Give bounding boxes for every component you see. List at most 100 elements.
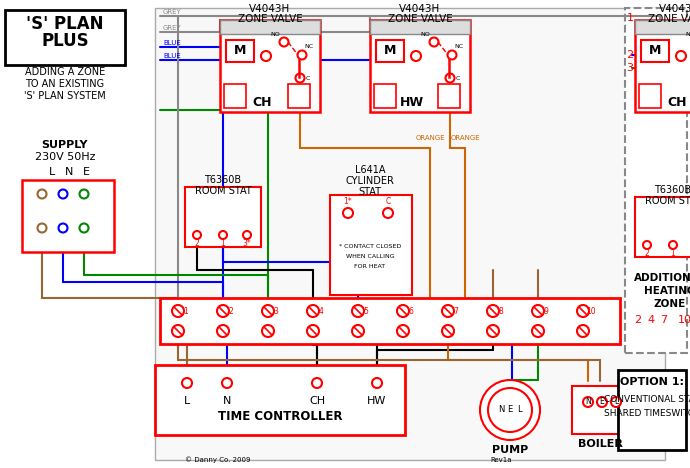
Text: ZONE VALVE: ZONE VALVE xyxy=(388,14,453,24)
Circle shape xyxy=(279,37,288,46)
Bar xyxy=(370,20,470,112)
Text: BOILER: BOILER xyxy=(578,439,622,449)
Circle shape xyxy=(372,378,382,388)
Text: ZONE: ZONE xyxy=(654,299,686,309)
Bar xyxy=(226,40,254,62)
Circle shape xyxy=(442,325,454,337)
Text: ROOM STAT: ROOM STAT xyxy=(644,196,690,206)
Text: 1: 1 xyxy=(184,307,188,315)
Text: NO: NO xyxy=(420,31,430,37)
Circle shape xyxy=(488,388,532,432)
Bar xyxy=(635,20,690,112)
Circle shape xyxy=(487,325,499,337)
Text: ORANGE: ORANGE xyxy=(415,135,445,141)
Text: STAT: STAT xyxy=(359,187,382,197)
Circle shape xyxy=(307,325,319,337)
Circle shape xyxy=(172,325,184,337)
Text: PUMP: PUMP xyxy=(492,445,528,455)
Text: CH: CH xyxy=(667,96,687,110)
Text: 'S' PLAN SYSTEM: 'S' PLAN SYSTEM xyxy=(24,91,106,101)
Circle shape xyxy=(583,397,593,407)
Bar xyxy=(374,84,396,108)
Text: 2: 2 xyxy=(627,50,633,60)
Text: N: N xyxy=(497,405,504,415)
Circle shape xyxy=(448,51,457,59)
Circle shape xyxy=(383,208,393,218)
Circle shape xyxy=(312,378,322,388)
Circle shape xyxy=(297,51,306,59)
Bar xyxy=(438,84,460,108)
Circle shape xyxy=(172,305,184,317)
Text: 230V 50Hz: 230V 50Hz xyxy=(34,152,95,162)
Text: HW: HW xyxy=(400,96,424,110)
Text: N: N xyxy=(65,167,73,177)
Circle shape xyxy=(182,378,192,388)
Bar xyxy=(288,84,310,108)
Text: CH: CH xyxy=(309,396,325,406)
Circle shape xyxy=(37,224,46,233)
Text: T6360B: T6360B xyxy=(204,175,241,185)
Bar xyxy=(185,187,261,247)
Circle shape xyxy=(262,325,274,337)
Bar xyxy=(160,298,620,344)
Text: ZONE VALVE: ZONE VALVE xyxy=(648,14,690,24)
Text: BLUE: BLUE xyxy=(163,40,181,46)
Text: M: M xyxy=(384,44,396,58)
Circle shape xyxy=(59,224,68,233)
Text: FOR HEAT: FOR HEAT xyxy=(355,264,386,270)
Bar xyxy=(572,386,628,434)
Circle shape xyxy=(219,231,227,239)
Text: 9: 9 xyxy=(544,307,549,315)
Bar xyxy=(220,20,320,112)
Bar xyxy=(220,20,320,34)
Text: HW: HW xyxy=(367,396,386,406)
Bar xyxy=(155,8,665,460)
Text: 10: 10 xyxy=(678,315,690,325)
Text: PLUS: PLUS xyxy=(41,32,89,50)
Bar xyxy=(635,197,690,257)
Text: C: C xyxy=(386,197,391,206)
Text: C: C xyxy=(306,75,310,80)
Circle shape xyxy=(243,231,251,239)
Circle shape xyxy=(577,305,589,317)
Text: GREY: GREY xyxy=(163,9,181,15)
Text: M: M xyxy=(234,44,246,58)
Bar xyxy=(370,20,470,34)
Bar xyxy=(224,84,246,108)
Circle shape xyxy=(611,397,621,407)
Text: T6360B: T6360B xyxy=(654,185,690,195)
Circle shape xyxy=(79,224,88,233)
Text: NO: NO xyxy=(685,31,690,37)
Text: SUPPLY: SUPPLY xyxy=(42,140,88,150)
Circle shape xyxy=(343,208,353,218)
Text: HEATING: HEATING xyxy=(644,286,690,296)
Bar xyxy=(330,195,412,295)
Circle shape xyxy=(59,190,68,198)
Text: 4: 4 xyxy=(319,307,324,315)
Circle shape xyxy=(397,325,409,337)
Circle shape xyxy=(295,73,304,82)
Text: M: M xyxy=(649,44,661,58)
Text: 3: 3 xyxy=(273,307,279,315)
Text: E: E xyxy=(600,397,604,407)
Text: SHARED TIMESWITCH: SHARED TIMESWITCH xyxy=(604,410,690,418)
Text: * CONTACT CLOSED: * CONTACT CLOSED xyxy=(339,244,401,249)
Text: OPTION 1:: OPTION 1: xyxy=(620,377,684,387)
Bar xyxy=(639,84,661,108)
Text: NC: NC xyxy=(455,44,464,50)
Circle shape xyxy=(442,305,454,317)
Bar xyxy=(22,180,114,252)
Text: 1: 1 xyxy=(627,13,633,23)
Text: © Danny Co. 2009: © Danny Co. 2009 xyxy=(185,457,250,463)
Text: 3*: 3* xyxy=(243,239,251,248)
Circle shape xyxy=(37,190,46,198)
Circle shape xyxy=(193,231,201,239)
Text: V4043H: V4043H xyxy=(660,4,690,14)
Text: Rev1a: Rev1a xyxy=(490,457,511,463)
Text: L: L xyxy=(49,167,55,177)
Text: CONVENTIONAL STAT: CONVENTIONAL STAT xyxy=(604,395,690,404)
Text: ORANGE: ORANGE xyxy=(450,135,480,141)
Circle shape xyxy=(307,305,319,317)
Text: L: L xyxy=(614,397,618,407)
Circle shape xyxy=(577,325,589,337)
